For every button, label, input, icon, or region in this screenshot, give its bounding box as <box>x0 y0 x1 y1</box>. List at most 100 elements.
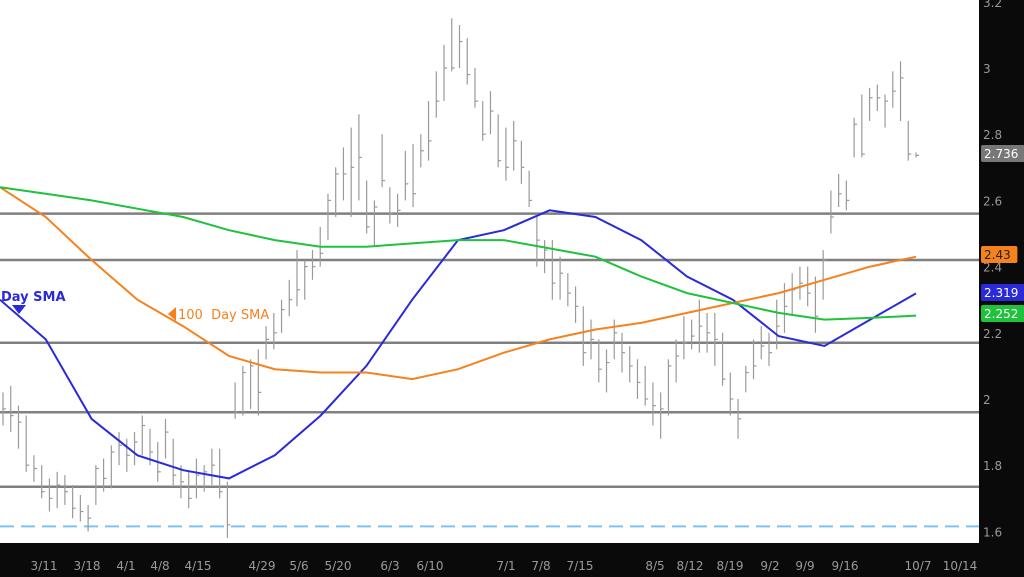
price-bar <box>211 448 215 486</box>
price-bar <box>172 438 177 486</box>
x-tick-label: 5/20 <box>325 559 352 573</box>
price-bar <box>752 339 757 380</box>
price-bar <box>296 250 301 307</box>
price-bar <box>327 193 331 241</box>
price-bar <box>443 44 448 102</box>
price-bar <box>636 359 641 399</box>
price-bar <box>574 286 579 323</box>
price-bar <box>265 326 270 360</box>
price-bar <box>257 349 262 416</box>
price-bar <box>760 326 765 360</box>
price-bar <box>513 120 517 171</box>
price-bar <box>899 61 904 121</box>
price-bar <box>102 458 107 492</box>
price-bar <box>551 240 556 300</box>
price-bar <box>48 478 53 512</box>
price-bar <box>249 359 254 409</box>
price-bar <box>226 481 231 539</box>
price-tag-label: 2.736 <box>984 147 1018 161</box>
y-tick-label: 2 <box>983 393 991 407</box>
price-bar <box>505 127 509 181</box>
price-tag-label: 2.319 <box>984 286 1018 300</box>
price-bar <box>892 71 896 108</box>
price-bar <box>605 349 610 393</box>
price-tag-bg <box>981 305 1024 322</box>
price-bar <box>2 392 6 426</box>
price-bar <box>56 471 61 509</box>
price-bar <box>203 465 208 492</box>
price-bar <box>489 91 494 135</box>
price-bar <box>458 24 463 68</box>
price-bar <box>776 299 780 350</box>
price-bar <box>675 339 680 383</box>
price-bar <box>536 213 540 267</box>
x-tick-label: 7/1 <box>496 559 515 573</box>
price-bar <box>814 276 819 333</box>
price-bar <box>838 173 842 208</box>
price-bar <box>830 190 834 234</box>
price-bar <box>683 316 687 360</box>
price-tag-bg <box>981 145 1024 162</box>
plot-area <box>0 0 979 543</box>
price-bar <box>234 382 239 419</box>
price-bar <box>350 127 355 217</box>
price-bar <box>95 465 99 505</box>
price-bar <box>188 471 192 509</box>
x-tick-label: 4/1 <box>116 559 135 573</box>
price-bar <box>389 187 393 224</box>
price-bar <box>528 170 533 208</box>
price-tag-label: 2.252 <box>984 307 1018 321</box>
y-tick-label: 3.2 <box>983 0 1002 10</box>
price-bar <box>915 152 919 158</box>
price-bar <box>729 372 734 416</box>
price-bar <box>133 432 138 466</box>
price-bar <box>273 312 277 350</box>
price-bar <box>861 94 865 158</box>
y-tick-label: 2.4 <box>983 261 1002 275</box>
price-tag-bg <box>981 246 1018 263</box>
price-bar <box>660 392 664 439</box>
price-bar <box>582 306 587 366</box>
blue-sma-label: Day SMA <box>1 290 66 305</box>
sma-line-1 <box>0 186 917 381</box>
price-bar <box>79 494 84 522</box>
price-bar <box>737 399 742 439</box>
price-bar <box>435 71 440 118</box>
price-bar <box>768 332 772 366</box>
y-tick-label: 1.6 <box>983 525 1002 539</box>
price-tag: 2.252 <box>981 305 1024 322</box>
sma-line-2 <box>0 186 917 321</box>
price-bar <box>466 38 471 85</box>
price-bar <box>280 299 285 333</box>
price-bar <box>118 432 123 466</box>
x-tick-label: 8/12 <box>677 559 704 573</box>
price-bar <box>621 332 625 373</box>
price-bar <box>590 319 595 360</box>
price-bar <box>180 465 184 499</box>
price-bar <box>876 84 881 112</box>
price-bar <box>520 140 525 184</box>
price-bar <box>41 465 45 499</box>
price-bar <box>822 250 827 300</box>
price-bar <box>451 18 455 72</box>
x-tick-label: 5/6 <box>289 559 308 573</box>
price-tag: 2.319 <box>981 284 1024 301</box>
price-bar <box>427 101 432 161</box>
price-bar <box>381 134 386 188</box>
x-tick-label: 9/16 <box>832 559 859 573</box>
x-tick-label: 3/11 <box>31 559 58 573</box>
price-bar <box>288 279 293 317</box>
y-tick-label: 3 <box>983 62 991 76</box>
price-tag: 2.736 <box>981 145 1024 162</box>
price-bar <box>342 147 347 201</box>
price-bar <box>404 150 409 201</box>
price-bar <box>644 365 649 406</box>
price-bar <box>17 405 22 449</box>
price-bar <box>567 273 571 307</box>
price-bar <box>25 415 30 472</box>
price-bar <box>373 200 378 247</box>
price-bar <box>195 458 200 499</box>
price-bar <box>807 266 811 307</box>
price-bar <box>87 504 92 532</box>
